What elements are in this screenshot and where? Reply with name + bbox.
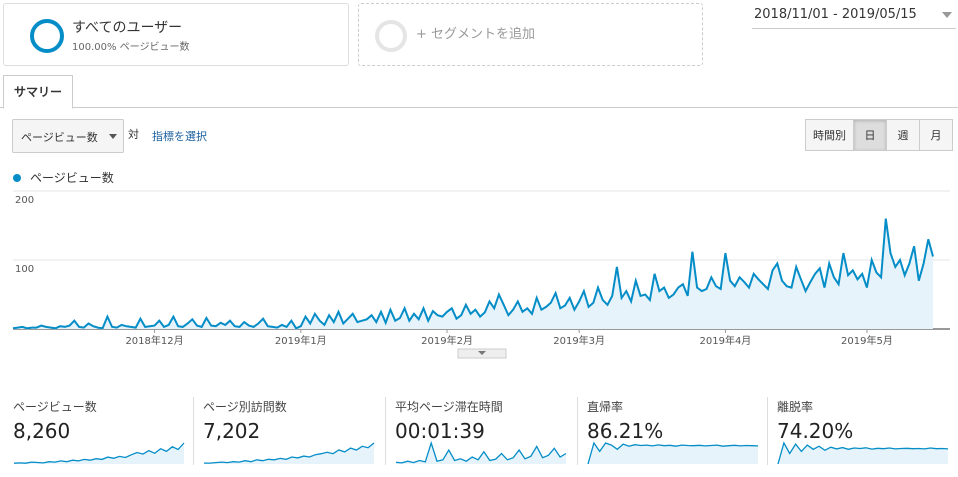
- segment-active[interactable]: すべてのユーザー 100.00% ページビュー数: [3, 3, 349, 66]
- segment-icon: [30, 19, 64, 53]
- metric: 直帰率 86.21%: [587, 395, 765, 467]
- legend-label: ページビュー数: [30, 170, 114, 185]
- versus: 対: [128, 128, 139, 141]
- metric-value: 8,260: [13, 419, 71, 443]
- chart: ページビュー数 100 200 2018年12月 2019年1月 2019年2月 2019…: [12, 170, 950, 359]
- interval-group: 時間別日週月: [805, 119, 953, 151]
- metric-divider: [385, 397, 386, 465]
- sparkline: [204, 442, 375, 464]
- sparkline: [777, 441, 949, 465]
- metric-divider: [577, 397, 578, 465]
- x-tick-label: 2019年1月: [275, 334, 327, 347]
- metric-value: 7,202: [203, 419, 261, 443]
- x-tick-label: 2019年3月: [553, 334, 605, 347]
- sparkline-area: [14, 443, 184, 464]
- select-metric-link[interactable]: 指標を選択: [152, 130, 207, 143]
- y-tick-label: 200: [15, 195, 34, 206]
- segment-add-icon: [375, 20, 407, 52]
- tab-rule: [0, 107, 958, 108]
- area: [13, 218, 933, 329]
- sparkline-area: [778, 443, 948, 464]
- sparkline-line: [395, 441, 567, 464]
- metric-label: 平均ページ滞在時間: [395, 400, 503, 414]
- sparkline-line: [587, 441, 759, 465]
- collapse-caret: [478, 351, 486, 355]
- dropdown-caret: [109, 134, 117, 143]
- x-tick-label: 2018年12月: [125, 334, 183, 347]
- metric-dropdown[interactable]: ページビュー数: [12, 119, 124, 153]
- metric: ページビュー数 8,260: [13, 395, 191, 467]
- line: [12, 218, 934, 330]
- interval-button[interactable]: 月: [919, 119, 953, 151]
- metric-label: 離脱率: [777, 400, 814, 414]
- sparkline-line: [777, 441, 949, 465]
- metric-divider: [767, 397, 768, 465]
- segment-name: すべてのユーザー: [72, 20, 183, 36]
- metric-dropdown-label: ページビュー数: [21, 131, 98, 144]
- interval-button[interactable]: 週: [886, 119, 920, 151]
- sparkline-area: [204, 443, 374, 464]
- x-tick-label: 2019年2月: [421, 334, 473, 347]
- y-tick-label: 100: [15, 264, 34, 275]
- sparkline: [587, 441, 759, 465]
- metric-label: 直帰率: [587, 400, 624, 414]
- metric-divider: [193, 397, 194, 465]
- date-range-text: 2018/11/01 - 2019/05/15: [754, 7, 917, 22]
- x-tick-label: 2019年5月: [841, 334, 893, 347]
- date-caret: [942, 12, 952, 23]
- metric-label: ページ別訪問数: [203, 400, 287, 414]
- sparkline-area: [396, 443, 566, 464]
- sparkline: [395, 441, 567, 464]
- tab[interactable]: サマリー: [3, 75, 73, 109]
- metric-value: 74.20%: [777, 419, 854, 443]
- sparkline-line: [13, 442, 185, 464]
- sparkline-line: [204, 442, 375, 464]
- interval-button[interactable]: 時間別: [805, 119, 854, 151]
- legend-dot: [13, 174, 21, 182]
- sparkline: [13, 442, 185, 464]
- metric-label: ページビュー数: [13, 400, 97, 414]
- metric-value: 86.21%: [587, 419, 664, 443]
- x-tick-label: 2019年4月: [700, 334, 752, 347]
- segment-add-label: + セグメントを追加: [416, 27, 536, 42]
- metric: ページ別訪問数 7,202: [203, 395, 381, 467]
- metric-value: 00:01:39: [395, 419, 485, 443]
- date-range[interactable]: 2018/11/01 - 2019/05/15: [752, 6, 956, 29]
- metric: 平均ページ滞在時間 00:01:39: [395, 395, 573, 467]
- interval-button[interactable]: 日: [853, 119, 887, 151]
- metric: 離脱率 74.20%: [777, 395, 955, 467]
- segment-add[interactable]: + セグメントを追加: [358, 3, 703, 66]
- segment-subtitle: 100.00% ページビュー数: [72, 42, 190, 53]
- sparkline-area: [588, 443, 758, 464]
